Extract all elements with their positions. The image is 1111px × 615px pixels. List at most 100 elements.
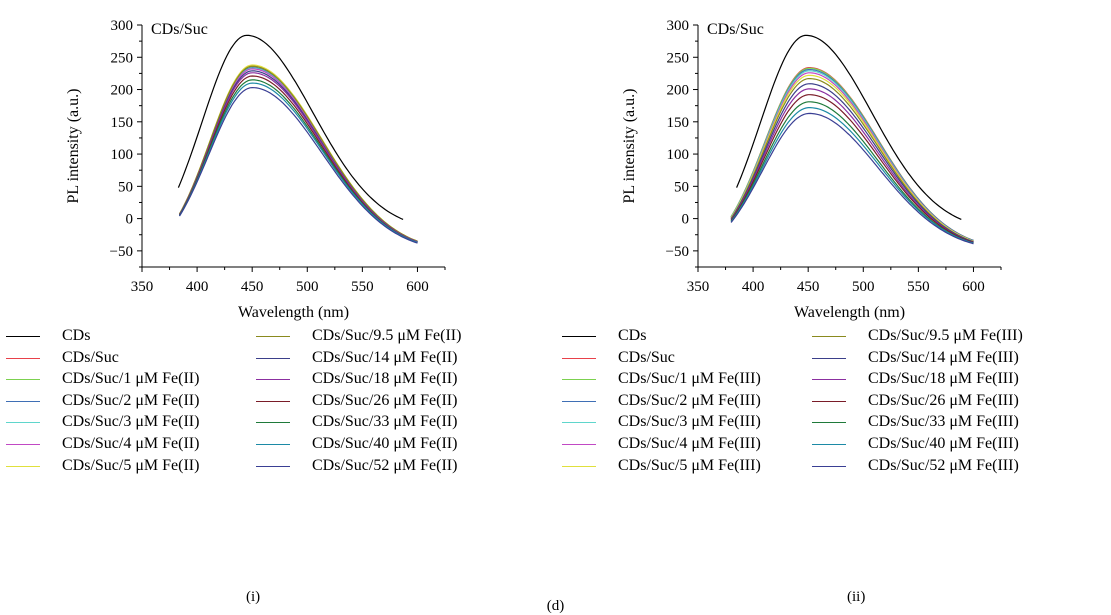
series-line [178, 86, 418, 244]
legend-label: CDs/Suc/3 μM Fe(II) [62, 413, 200, 431]
legend-label: CDs/Suc/26 μM Fe(III) [868, 391, 1019, 409]
series-line [730, 94, 974, 244]
legend-label: CDs/Suc/26 μM Fe(II) [312, 391, 458, 409]
chart-annotation: CDs/Suc [151, 21, 208, 38]
x-tick-label: 450 [797, 279, 820, 295]
legend-label: CDs/Suc/33 μM Fe(III) [868, 413, 1019, 431]
y-tick-label: 200 [111, 83, 134, 99]
legend-label: CDs/Suc/4 μM Fe(II) [62, 435, 200, 452]
series-line [178, 65, 418, 243]
legend-swatch [256, 336, 290, 337]
legend-swatch [6, 379, 40, 381]
series-line [730, 106, 974, 244]
legend-label: CDs/Suc/2 μM Fe(III) [618, 391, 761, 409]
legend-label: CDs/Suc/52 μM Fe(II) [312, 456, 458, 474]
series-line [730, 88, 974, 244]
y-tick-label: 100 [667, 147, 690, 163]
y-tick-label: 150 [667, 115, 690, 131]
legend-label: CDs/Suc/3 μM Fe(III) [618, 413, 761, 431]
series-line [178, 66, 418, 243]
x-tick-label: 350 [687, 279, 710, 295]
legend-swatch [812, 422, 846, 424]
legend-swatch [256, 400, 290, 402]
series-line [730, 77, 974, 243]
chart-panel-i: −50 0 50 100 150 200 250 300 350 400 450 500 550 600 W… [0, 0, 555, 605]
legend-swatch [812, 465, 846, 467]
legend-label: CDs/Suc/18 μM Fe(III) [868, 370, 1019, 388]
series-line [730, 112, 974, 245]
series-line [178, 75, 418, 244]
series-line [178, 64, 418, 242]
series-line [178, 68, 418, 243]
series-line [178, 70, 418, 243]
y-tick-label: 0 [126, 212, 134, 228]
y-tick-label: 150 [111, 115, 134, 131]
legend-swatch [6, 336, 40, 337]
legend-label: CDs/Suc [62, 348, 119, 366]
x-tick-label: 550 [907, 279, 930, 295]
chart-panel-ii: −50 0 50 100 150 200 250 300 350 400 450 500 550 600 W… [556, 0, 1111, 605]
legend-swatch [256, 422, 290, 424]
legend-swatch [562, 422, 596, 424]
panel-label-i: (i) [246, 589, 261, 605]
legend-swatch [256, 357, 290, 359]
legend-label: CDs/Suc/4 μM Fe(III) [618, 435, 761, 452]
legend-swatch [562, 336, 596, 337]
legend-swatch [256, 444, 290, 445]
y-tick-label: 250 [667, 50, 690, 66]
legend-swatch [6, 465, 40, 467]
x-tick-label: 500 [296, 279, 319, 295]
legend-label: CDs/Suc/9.5 μM Fe(II) [312, 327, 462, 344]
legend-swatch [6, 444, 40, 445]
y-tick-label: 50 [674, 179, 689, 195]
legend-label: CDs/Suc/18 μM Fe(II) [312, 370, 458, 388]
y-tick-label: 50 [118, 179, 133, 195]
y-tick-label: 250 [111, 50, 134, 66]
series-line [178, 65, 418, 243]
legend-swatch [6, 422, 40, 424]
series-line [178, 65, 418, 242]
x-tick-label: 400 [742, 279, 765, 295]
legend-swatch [562, 465, 596, 467]
legend-label: CDs/Suc/52 μM Fe(III) [868, 456, 1019, 474]
legend-label: CDs/Suc/9.5 μM Fe(III) [868, 327, 1023, 344]
series-line [730, 83, 974, 243]
figure-label: (d) [546, 598, 565, 614]
series-line [178, 72, 418, 243]
x-tick-label: 450 [241, 279, 264, 295]
legend-label: CDs/Suc/33 μM Fe(II) [312, 413, 458, 431]
legend-swatch [562, 400, 596, 402]
panel-label-ii: (ii) [847, 589, 866, 605]
y-tick-label: 0 [682, 212, 690, 228]
x-tick-label: 600 [962, 279, 985, 295]
legend-label: CDs/Suc/40 μM Fe(II) [312, 435, 458, 452]
y-tick-label: 100 [111, 147, 134, 163]
legend-swatch [812, 357, 846, 359]
y-axis-label: PL intensity (a.u.) [621, 89, 638, 204]
x-tick-label: 400 [186, 279, 209, 295]
legend-swatch [6, 400, 40, 402]
legend-label: CDs/Suc/1 μM Fe(III) [618, 370, 761, 388]
y-tick-label: 200 [667, 83, 690, 99]
legend-swatch [256, 379, 290, 381]
x-axis-label: Wavelength (nm) [794, 304, 905, 321]
legend-swatch [562, 357, 596, 359]
legend-label: CDs [62, 327, 91, 344]
chart-annotation: CDs/Suc [707, 21, 764, 38]
legend-label: CDs/Suc/5 μM Fe(II) [62, 456, 200, 474]
line-chart-i: −50 0 50 100 150 200 250 300 350 400 450 500 550 600 W… [65, 18, 446, 321]
series-line [177, 34, 404, 220]
legend-swatch [562, 379, 596, 381]
x-axis-label: Wavelength (nm) [238, 304, 349, 321]
series-line [736, 34, 962, 220]
line-chart-ii: −50 0 50 100 150 200 250 300 350 400 450 500 550 600 W… [621, 18, 1002, 321]
legend-swatch [812, 336, 846, 337]
x-tick-label: 550 [351, 279, 374, 295]
legend-swatch [562, 444, 596, 445]
legend-label: CDs/Suc/5 μM Fe(III) [618, 456, 761, 474]
legend-swatch [6, 357, 40, 359]
legend-label: CDs/Suc/14 μM Fe(III) [868, 348, 1019, 366]
legend-label: CDs/Suc/14 μM Fe(II) [312, 348, 458, 366]
legend-label: CDs/Suc [618, 348, 675, 366]
legend-label: CDs/Suc/1 μM Fe(II) [62, 370, 200, 388]
